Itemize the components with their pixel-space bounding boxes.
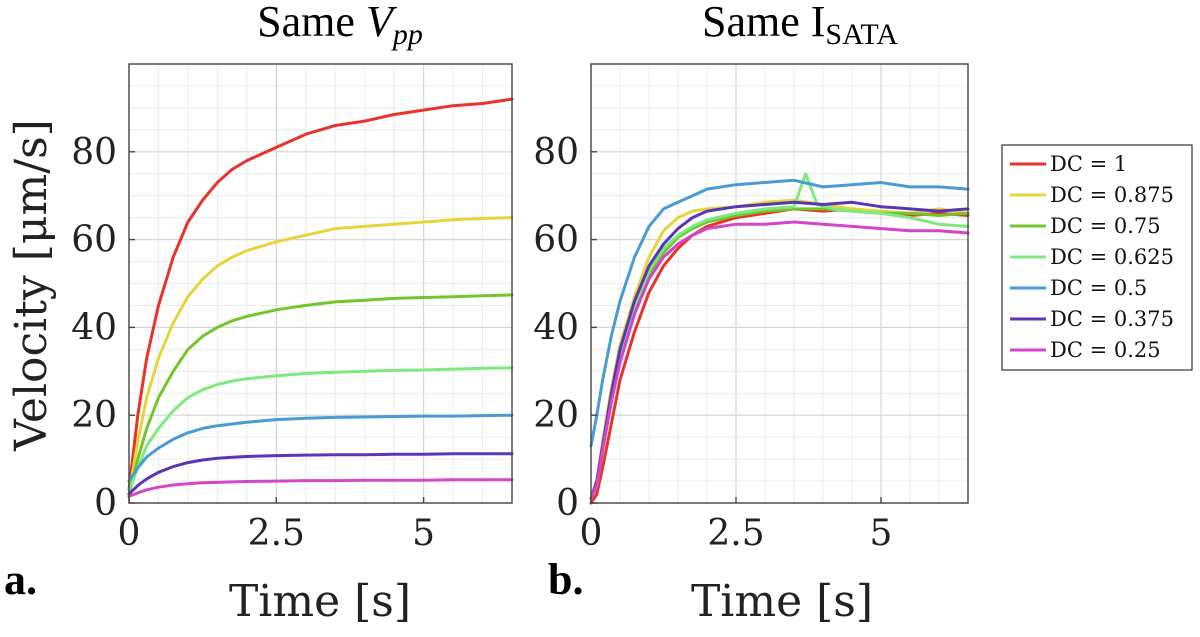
- panel-a-series-line-6: [127, 452, 514, 496]
- panel-a-axes-box: [128, 63, 513, 504]
- panel-a-title: Same Vpp: [257, 0, 423, 51]
- panel-b-series-line-7: [589, 220, 970, 501]
- panel-a-y-tick-label: 80: [71, 132, 117, 173]
- panel-a-xlabel: Time [s]: [229, 576, 411, 627]
- panel-a-series-line-3: [127, 293, 514, 496]
- legend-entry-label: DC = 1: [1050, 152, 1127, 176]
- panel-b-letter: b.: [548, 555, 583, 604]
- legend-entry-label: DC = 0.375: [1050, 307, 1174, 331]
- panel-b-y-tick-label: 0: [556, 483, 579, 524]
- legend-entry-label: DC = 0.625: [1050, 245, 1174, 269]
- panel-a-plot-area: 0 2.5 5 0 20 40 60 80: [71, 63, 514, 554]
- panel-a-y-tick-label: 0: [94, 483, 117, 524]
- panel-b-series-line-6: [589, 200, 970, 501]
- panel-a-series-line-5: [127, 413, 514, 483]
- panel-a-ylabel: Velocity [μm/s]: [6, 119, 57, 452]
- panel-b-axes-box: [590, 63, 969, 504]
- panel-b-y-tick-label: 40: [533, 307, 579, 348]
- panel-a-series-line-1: [127, 97, 514, 492]
- legend-entry-label: DC = 0.875: [1050, 183, 1174, 207]
- panel-b-xlabel: Time [s]: [691, 576, 873, 627]
- panel-a-series-line-4: [127, 366, 514, 492]
- panel-b-x-tick-label: 0: [580, 513, 603, 554]
- panel-a-y-tick-label: 40: [71, 307, 117, 348]
- panel-a-x-tick-label: 0: [118, 513, 141, 554]
- legend: DC = 1 DC = 0.875 DC = 0.75 DC = 0.625 DC = …: [1001, 144, 1193, 371]
- panel-a-series-line-2: [127, 216, 514, 496]
- legend-entry-label: DC = 0.5: [1050, 276, 1147, 300]
- panel-b-y-tick-label: 80: [533, 132, 579, 173]
- panel-a-series-line-7: [127, 478, 514, 498]
- panel-a-x-tick-label: 5: [412, 513, 435, 554]
- panel-a-letter: a.: [4, 555, 37, 604]
- panel-b-y-tick-label: 60: [533, 220, 579, 261]
- panel-b-plot-area: 0 2.5 5 0 20 40 60 80: [533, 63, 970, 554]
- panel-a-x-tick-label: 2.5: [248, 513, 305, 554]
- panel-b-chart: Same ISATA 0 2.5 5 0 20 40 60 80 Time [s] b.: [533, 0, 970, 627]
- panel-a-y-tick-label: 20: [71, 395, 117, 436]
- panel-b-x-tick-label: 2.5: [707, 513, 764, 554]
- panel-b-series-line-5: [589, 178, 970, 448]
- panel-b-y-tick-label: 20: [533, 395, 579, 436]
- legend-entry-label: DC = 0.25: [1050, 338, 1161, 362]
- panel-a-y-tick-label: 60: [71, 220, 117, 261]
- legend-entry-label: DC = 0.75: [1050, 214, 1161, 238]
- panel-b-title: Same ISATA: [702, 0, 898, 51]
- panel-b-x-tick-label: 5: [870, 513, 893, 554]
